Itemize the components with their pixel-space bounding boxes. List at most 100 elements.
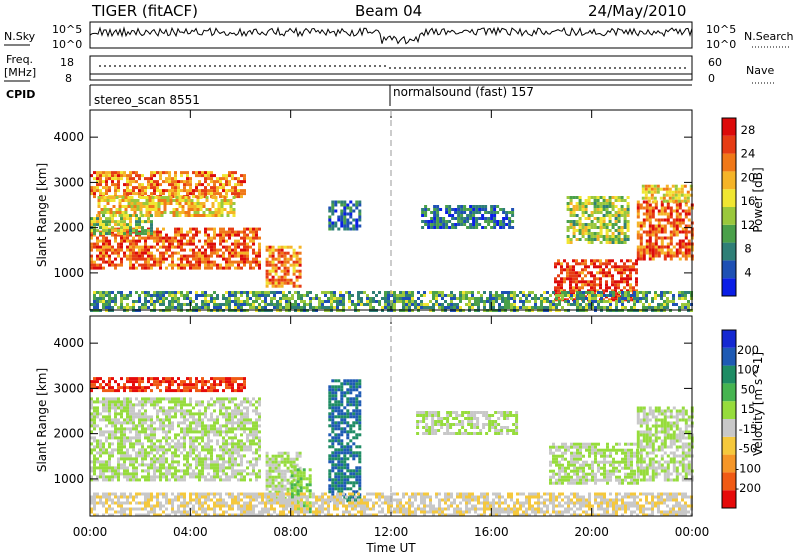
nsearch-label: N.Search [744, 30, 794, 43]
cpid-mode-2: normalsound (fast) 157 [393, 85, 534, 99]
vel-region-0 [90, 377, 246, 393]
velocity-cbtick-5: 50 [741, 382, 756, 396]
velocity-cbtick-1: -100 [735, 461, 761, 475]
velocity-swatch-1 [722, 472, 736, 491]
velocity-swatch-6 [722, 383, 736, 402]
power-swatch-4 [722, 207, 736, 225]
power-panel: 1000 2000 3000 4000 Slant Range [km] [35, 109, 694, 312]
vel-region-4 [328, 379, 362, 503]
vel-ytick-1: 2000 [53, 427, 84, 441]
x-tick-5: 20:00 [574, 525, 609, 539]
power-region-3 [90, 214, 153, 236]
power-swatch-7 [722, 153, 736, 172]
nsky-tick-top-left: 10^5 [52, 23, 82, 36]
power-data-cells [90, 171, 694, 312]
velocity-swatch-3 [722, 436, 736, 455]
power-cbtick-0: 4 [744, 265, 751, 279]
power-colorbar: 4 8 12 16 20 24 28 [721, 117, 756, 297]
velocity-swatch-7 [722, 365, 736, 384]
power-swatch-6 [722, 171, 736, 190]
power-ylabel: Slant Range [km] [35, 163, 49, 267]
velocity-swatch-9 [722, 330, 736, 348]
nsky-tick-bottom-right: 10^0 [706, 38, 736, 51]
power-ytick-0: 1000 [53, 266, 84, 280]
power-cbtick-3: 16 [741, 194, 756, 208]
velocity-colorbar: -200 -100 -50 -15 15 50 100 200 [721, 329, 761, 509]
power-swatch-0 [722, 278, 736, 296]
vel-ytick-3: 4000 [53, 336, 84, 350]
x-axis-label: Time UT [365, 541, 416, 554]
power-cbtick-1: 8 [744, 242, 751, 256]
nave-tick-bottom: 0 [708, 72, 715, 85]
beam-title: Beam 04 [355, 2, 422, 20]
velocity-ylabel: Slant Range [km] [35, 368, 49, 472]
power-region-10 [641, 184, 693, 203]
x-tick-0: 00:00 [73, 525, 108, 539]
velocity-panel: 1000 2000 3000 4000 Slant Range [km] [35, 315, 694, 517]
nsky-panel: N.Sky 10^5 10^0 10^5 10^0 N.Search [4, 21, 794, 51]
velocity-axes: 1000 2000 3000 4000 [53, 316, 693, 516]
freq-frame [89, 55, 693, 81]
freq-unit: [MHz] [4, 66, 36, 79]
velocity-cbtick-2: -50 [739, 442, 758, 456]
x-tick-labels: 00:00 04:00 08:00 12:00 16:00 20:00 00:00 [73, 525, 710, 539]
velocity-swatch-5 [722, 401, 736, 419]
power-region-0 [90, 171, 246, 199]
velocity-swatch-0 [722, 490, 736, 508]
velocity-colorbar-label: Velocity [m s^-1] [751, 352, 765, 456]
velocity-cbtick-7: 200 [737, 343, 759, 357]
vel-region-7 [636, 406, 694, 482]
velocity-data-cells [90, 377, 694, 517]
vel-region-5 [416, 411, 519, 435]
power-ytick-3: 4000 [53, 130, 84, 144]
velocity-cbtick-3: -15 [739, 422, 758, 436]
power-region-2 [90, 227, 261, 270]
power-swatch-3 [722, 224, 736, 243]
velocity-swatch-8 [722, 347, 736, 366]
power-swatch-1 [722, 260, 736, 279]
power-region-4 [265, 245, 302, 288]
vel-ytick-0: 1000 [53, 472, 84, 486]
vel-region-8 [90, 492, 693, 517]
power-swatch-8 [722, 135, 736, 154]
x-tick-6: 00:00 [675, 525, 710, 539]
power-region-8 [566, 196, 630, 244]
power-axes: 1000 2000 3000 4000 [53, 110, 693, 310]
velocity-cbtick-4: 15 [741, 402, 756, 416]
velocity-swatch-4 [722, 419, 736, 437]
nave-tick-top: 60 [708, 56, 722, 69]
freq-tick-top: 18 [60, 56, 74, 69]
nsky-tick-top-right: 10^5 [706, 23, 736, 36]
power-cbtick-6: 28 [741, 123, 756, 137]
power-cbtick-4: 20 [741, 170, 756, 184]
power-region-1 [97, 196, 236, 217]
power-cbtick-5: 24 [741, 147, 756, 161]
power-swatch-2 [722, 242, 736, 261]
velocity-cbtick-0: -200 [735, 481, 761, 495]
vel-region-6 [549, 442, 639, 485]
nsky-tick-bottom-left: 10^0 [52, 38, 82, 51]
velocity-cbtick-6: 100 [737, 363, 759, 377]
x-tick-2: 08:00 [273, 525, 308, 539]
power-swatch-5 [722, 189, 736, 207]
power-colorbar-label: Power [dB] [751, 167, 765, 232]
vel-region-1 [90, 397, 261, 482]
x-tick-3: 12:00 [374, 525, 409, 539]
x-tick-4: 16:00 [474, 525, 509, 539]
freq-panel: Freq. [MHz] 18 8 60 0 Nave [4, 53, 776, 85]
site-title: TIGER (fitACF) [91, 2, 198, 20]
vel-ytick-2: 3000 [53, 381, 84, 395]
nsky-label: N.Sky [4, 30, 36, 43]
velocity-swatch-2 [722, 454, 736, 473]
cpid-mode-1: stereo_scan 8551 [94, 93, 200, 107]
freq-trace [90, 65, 692, 75]
nsky-trace [89, 26, 693, 45]
power-ytick-1: 2000 [53, 221, 84, 235]
power-cbtick-2: 12 [741, 218, 756, 232]
power-region-6 [421, 205, 515, 229]
nave-label: Nave [746, 64, 774, 77]
cpid-label: CPID [6, 88, 35, 101]
power-region-5 [328, 200, 362, 231]
cpid-panel: CPID stereo_scan 8551 normalsound (fast)… [6, 84, 692, 107]
x-tick-1: 04:00 [173, 525, 208, 539]
